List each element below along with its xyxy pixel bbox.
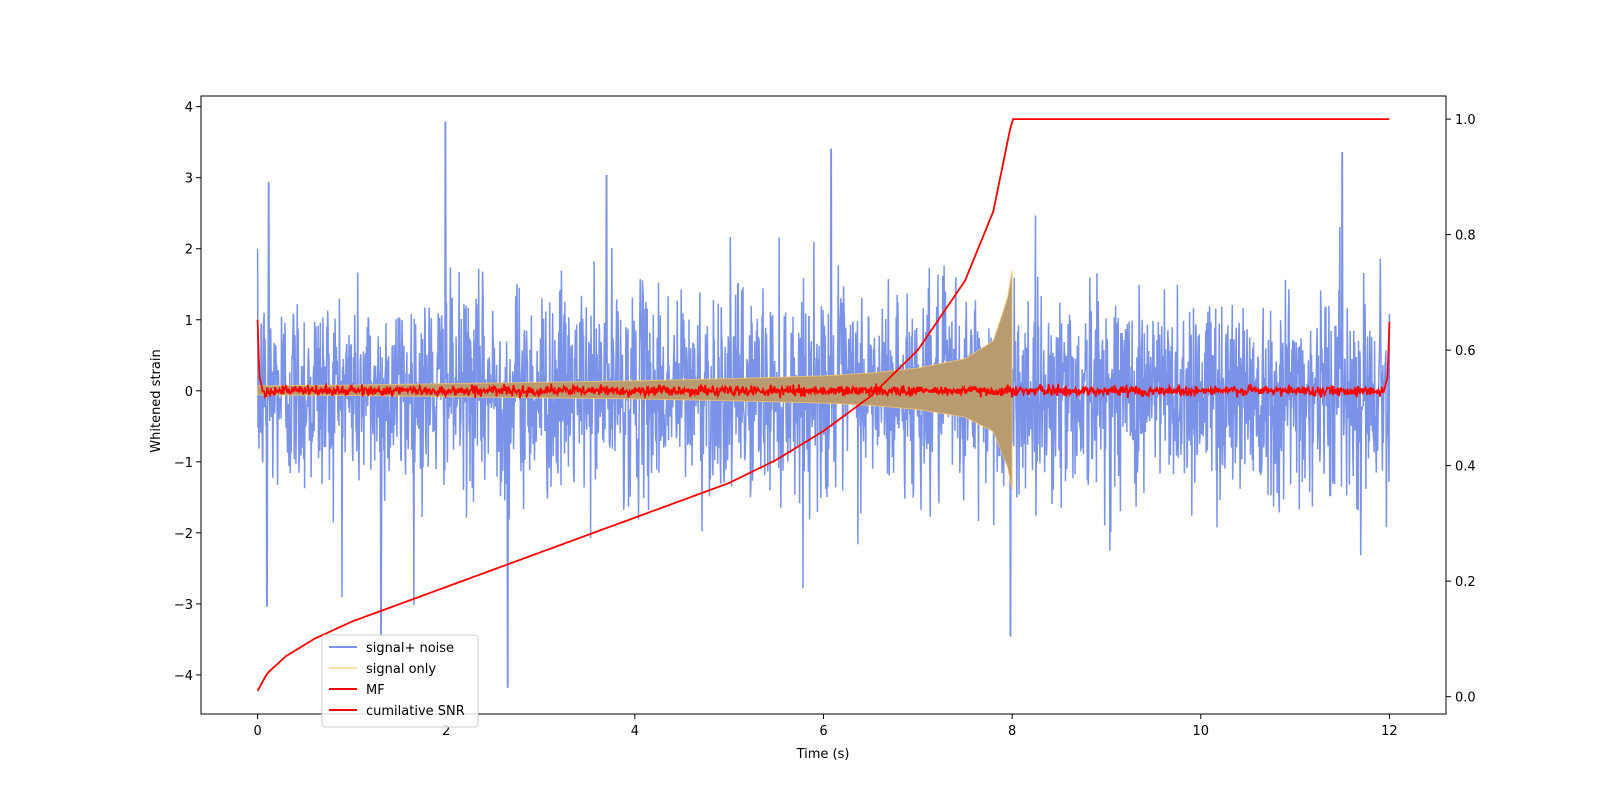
y-tick-label: −4: [174, 669, 193, 684]
y-tick-label: 2: [185, 243, 193, 258]
x-tick-label: 2: [442, 724, 450, 739]
x-tick-label: 6: [819, 724, 827, 739]
y2-tick-label: 0.2: [1455, 575, 1476, 590]
x-tick-label: 12: [1381, 724, 1398, 739]
legend-label: signal only: [366, 662, 436, 677]
x-tick-label: 4: [631, 724, 639, 739]
legend-label: MF: [366, 683, 385, 698]
y-tick-label: 0: [185, 385, 193, 400]
series-mf: [256, 319, 1391, 400]
x-tick-label: 0: [253, 724, 261, 739]
plot-area: [256, 118, 1391, 692]
y-axis-label: Whitened strain: [149, 349, 164, 452]
series-signal-noise: [256, 121, 1391, 688]
series-cumulative-snr: [256, 118, 1390, 692]
series-signal-only: [257, 269, 1013, 490]
x-axis-label: Time (s): [796, 747, 850, 762]
legend-label: cumilative SNR: [366, 704, 465, 719]
y2-tick-label: 1.0: [1455, 113, 1476, 128]
y-tick-label: −1: [174, 456, 193, 471]
x-tick-label: 10: [1192, 724, 1209, 739]
y-tick-label: −2: [174, 527, 193, 542]
y2-tick-label: 0.4: [1455, 460, 1476, 475]
legend-label: signal+ noise: [366, 641, 454, 656]
y-tick-label: 3: [185, 172, 193, 187]
x-tick-label: 8: [1008, 724, 1016, 739]
y-tick-label: 1: [185, 314, 193, 329]
legend: signal+ noise signal only MF cumilative SNR: [321, 634, 479, 728]
y-tick-label: −3: [174, 598, 193, 613]
y-tick-label: 4: [185, 101, 193, 116]
y2-tick-label: 0.8: [1455, 229, 1476, 244]
legend-box: [321, 634, 479, 728]
y2-tick-label: 0.0: [1455, 691, 1476, 706]
y2-tick-label: 0.6: [1455, 344, 1476, 359]
